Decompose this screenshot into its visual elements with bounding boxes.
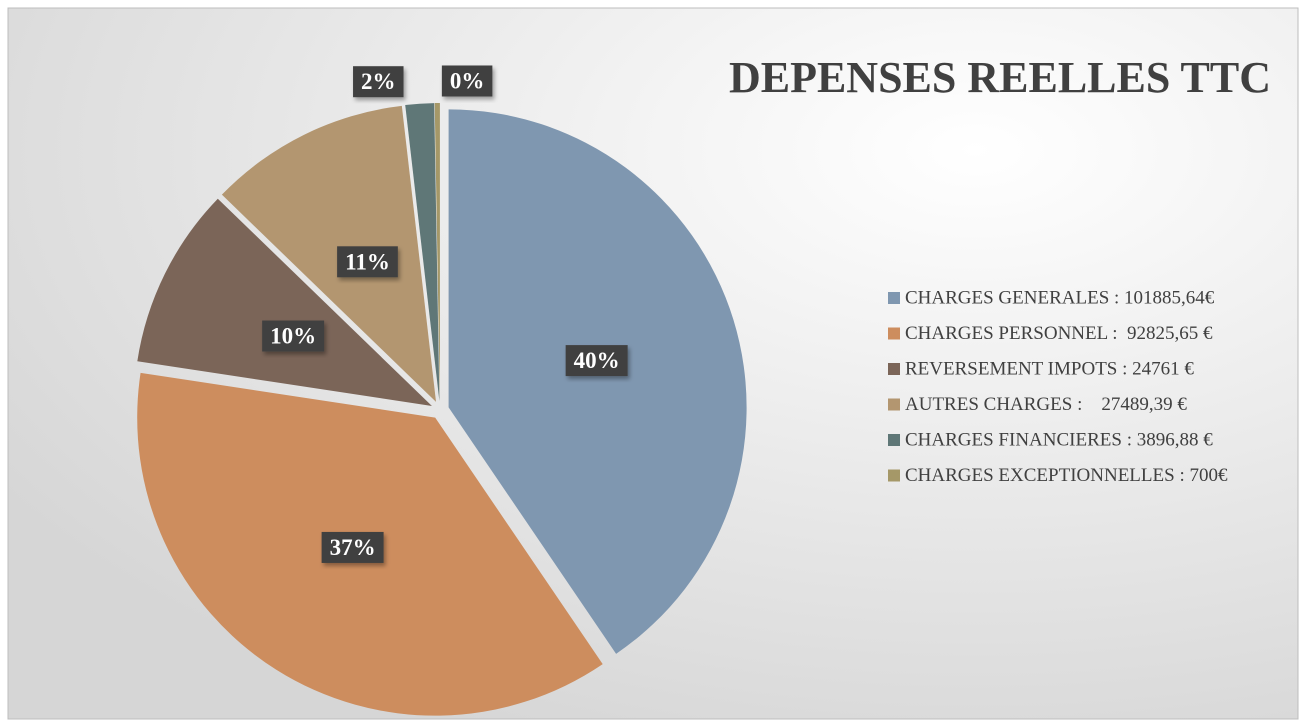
legend-swatch (888, 363, 900, 375)
legend-label: CHARGES EXCEPTIONNELLES : 700€ (905, 465, 1228, 486)
data-label-text: 10% (270, 324, 316, 349)
pie-slice (448, 109, 747, 654)
data-label-box (337, 246, 398, 278)
data-label-box (321, 531, 384, 563)
data-label-box (262, 320, 325, 352)
pie-slice (405, 103, 440, 402)
legend-label: AUTRES CHARGES : 27489,39 € (905, 394, 1187, 415)
pie-slice (434, 103, 440, 402)
data-label: 2% (353, 66, 404, 98)
data-label: 40% (565, 345, 628, 377)
legend-swatch (888, 327, 900, 340)
legend-swatch (888, 434, 900, 446)
pie-slice (137, 198, 432, 407)
data-label-text: 2% (361, 69, 396, 94)
data-label: 11% (337, 246, 398, 278)
data-label-box (441, 65, 493, 97)
legend-label: CHARGES FINANCIERES : 3896,88 € (905, 429, 1213, 450)
legend-label: REVERSEMENT IMPOTS : 24761 € (905, 358, 1194, 379)
pie-slice (221, 105, 437, 402)
data-label-box (565, 345, 628, 377)
legend-swatch (888, 292, 900, 304)
data-label-text: 37% (330, 535, 376, 560)
legend-label: CHARGES GENERALES : 101885,64€ (905, 287, 1215, 308)
data-label: 10% (262, 320, 325, 352)
chart-title: DEPENSES REELLES TTC (729, 53, 1271, 102)
data-label-box (353, 66, 404, 98)
data-label-text: 11% (345, 249, 390, 274)
data-label-text: 0% (450, 68, 485, 93)
legend-swatch (888, 469, 900, 482)
legend-swatch (888, 398, 900, 411)
data-label: 37% (321, 531, 384, 563)
data-label-text: 40% (574, 348, 620, 373)
data-label: 0% (441, 65, 493, 97)
legend-label: CHARGES PERSONNEL : 92825,65 € (905, 323, 1213, 344)
